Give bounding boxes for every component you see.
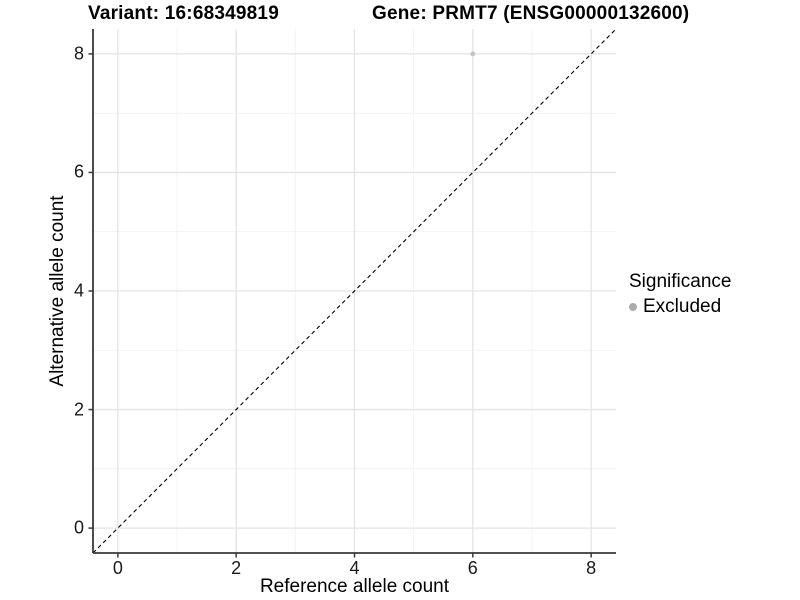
legend-item-label: Excluded: [643, 296, 722, 317]
x-tick-label: 0: [112, 558, 123, 578]
legend: Significance Excluded: [629, 271, 731, 318]
x-tick-label: 2: [231, 558, 242, 578]
plot-canvas: [88, 28, 617, 558]
legend-item: Excluded: [629, 296, 731, 318]
y-tick-label: 8: [73, 43, 84, 64]
x-tick-label: 8: [586, 558, 597, 578]
x-axis-title: Reference allele count: [259, 576, 450, 597]
data-point: [470, 51, 476, 57]
x-tick-label: 6: [467, 558, 478, 578]
x-axis-tick-labels: 0 2 4 6 8: [93, 557, 616, 579]
y-tick-label: 4: [73, 280, 84, 301]
identity-line: [92, 28, 617, 554]
plot-panel: [88, 28, 617, 558]
y-tick-label: 0: [73, 517, 84, 538]
x-tick-label: 4: [349, 558, 360, 578]
legend-point-icon: [629, 303, 637, 311]
y-axis-title: Alternative allele count: [47, 195, 68, 387]
gene-title: Gene: PRMT7 (ENSG00000132600): [372, 3, 690, 24]
y-tick-label: 6: [73, 161, 84, 182]
variant-title: Variant: 16:68349819: [88, 3, 279, 24]
legend-title: Significance: [629, 271, 732, 292]
y-tick-label: 2: [73, 399, 84, 420]
y-axis-tick-labels: 0 2 4 6 8: [38, 29, 84, 553]
legend-items: Excluded: [629, 296, 731, 318]
